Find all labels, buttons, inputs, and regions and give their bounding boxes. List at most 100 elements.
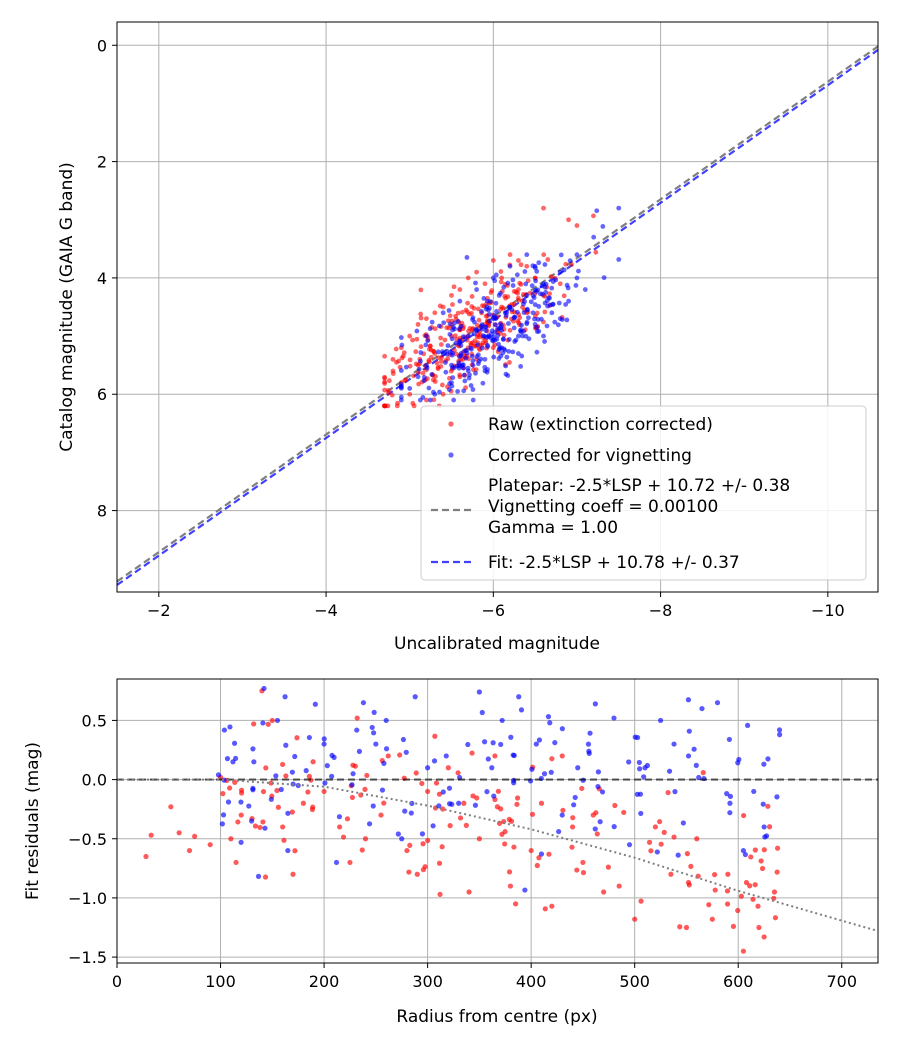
raw-residual-point [700,770,706,776]
corrected-point [600,224,606,229]
corrected-point [473,280,478,286]
corrected-point [535,287,541,293]
corrected-point [549,310,555,316]
corrected-point [501,346,507,352]
corrected-point [446,387,452,392]
raw-residual-point [461,800,467,806]
corrected-point [403,364,409,370]
raw-residual-point [207,842,213,848]
corrected-residual-point [408,810,414,816]
corrected-point [493,300,499,306]
raw-residual-point [235,819,241,825]
raw-point [516,297,522,303]
corrected-residual-point [657,717,664,724]
raw-residual-point [758,858,764,864]
corrected-residual-point [446,785,453,791]
bottom-x-tick-label: 100 [205,972,236,991]
corrected-point [407,386,413,391]
corrected-point [526,336,532,342]
corrected-point [429,319,435,325]
corrected-point [616,205,622,211]
raw-residual-point [694,836,700,842]
corrected-point [458,343,464,348]
corrected-residual-point [292,753,298,760]
corrected-residual-point [490,740,496,746]
corrected-residual-point [232,755,239,762]
raw-point [413,361,419,367]
raw-residual-point [274,787,280,794]
raw-residual-point [466,889,472,895]
raw-residual-point [747,883,753,889]
corrected-residual-point [724,791,730,797]
raw-residual-point [542,906,548,912]
corrected-point [552,319,558,325]
raw-point [416,381,422,387]
corrected-point [415,374,421,380]
raw-residual-point [661,829,667,835]
corrected-point [486,311,492,317]
corrected-point [398,335,404,340]
corrected-point [463,355,469,361]
raw-point [563,261,569,267]
corrected-residual-point [289,769,295,775]
raw-point [566,217,571,223]
bottom-reference-lines [117,778,878,933]
corrected-residual-point [219,821,225,827]
corrected-residual-point [369,724,375,731]
raw-residual-point [440,806,446,812]
raw-point [432,379,438,384]
corrected-point [530,263,536,269]
corrected-point [424,333,429,339]
top-y-tick-label: 6 [97,385,107,404]
corrected-residual-point [740,847,747,854]
raw-point [382,374,388,380]
raw-residual-point [347,859,353,866]
raw-point [437,303,443,309]
corrected-point [486,318,492,324]
corrected-residual-point [430,823,436,829]
raw-point [469,304,475,309]
top-y-tick-label: 2 [97,153,107,172]
corrected-point [492,322,498,328]
raw-residual-point [364,772,370,779]
raw-residual-point [476,836,482,842]
corrected-residual-point [611,824,617,830]
corrected-residual-point [329,752,335,759]
raw-residual-point [506,816,512,822]
raw-residual-point [362,836,369,842]
bottom-y-tick-label: 0.0 [82,771,107,790]
corrected-residual-point [481,739,488,745]
corrected-point [491,354,497,360]
corrected-residual-point [533,741,539,747]
corrected-point [523,281,529,287]
raw-residual-point [294,735,300,741]
raw-point [502,293,508,299]
raw-point [382,387,388,393]
raw-residual-point [289,809,295,815]
corrected-point [466,375,472,381]
raw-residual-point [502,841,508,847]
raw-residual-point [354,715,360,721]
corrected-residual-point [379,787,386,793]
corrected-residual-point [350,771,356,777]
raw-residual-point [262,874,269,880]
corrected-residual-point [366,821,373,827]
corrected-point [476,358,482,364]
corrected-point [426,385,432,391]
raw-residual-point [186,847,193,854]
corrected-point [482,356,488,362]
raw-point [507,360,512,365]
raw-point [465,275,471,281]
corrected-residual-point [548,769,554,775]
corrected-residual-point [511,752,517,759]
raw-point [382,353,388,359]
corrected-residual-point [485,756,491,762]
corrected-residual-point [675,852,681,858]
corrected-residual-point [538,851,545,857]
raw-residual-point [344,816,351,822]
corrected-point [461,388,467,394]
corrected-point [541,333,546,339]
corrected-point [421,378,427,384]
raw-residual-point [413,770,419,776]
corrected-point [470,397,476,403]
